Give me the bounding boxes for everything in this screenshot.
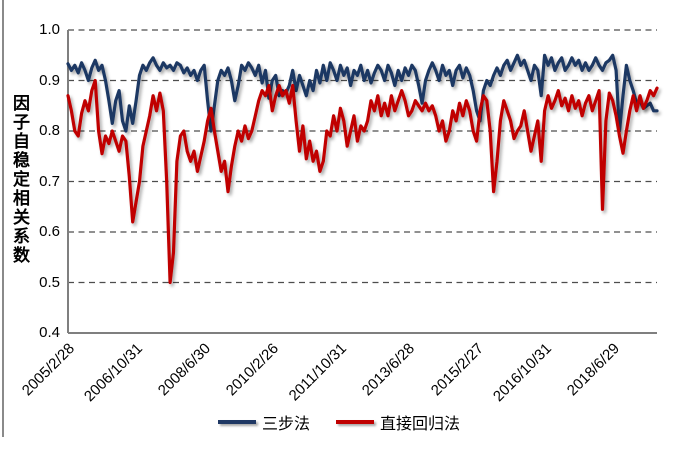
y-tick-label: 0.9 <box>39 72 60 89</box>
y-tick-label: 0.4 <box>39 324 60 341</box>
y-tick-label: 0.8 <box>39 122 60 139</box>
series-line-0 <box>66 53 659 133</box>
y-axis-title: 因子自稳定相关系数 <box>10 94 29 265</box>
y-tick-label: 0.7 <box>39 173 60 190</box>
legend-line-swatch <box>336 420 374 424</box>
legend-label: 直接回归法 <box>380 416 461 433</box>
y-tick-label: 0.5 <box>39 274 60 291</box>
page-left-border <box>2 0 4 437</box>
legend-line-swatch <box>217 420 256 424</box>
series-line-1 <box>66 78 659 285</box>
legend: 三步法 直接回归法 <box>0 410 678 434</box>
legend-label: 三步法 <box>261 416 310 433</box>
y-tick-label: 0.6 <box>39 223 60 240</box>
legend-item: 直接回归法 <box>336 410 460 434</box>
legend-item: 三步法 <box>217 410 310 434</box>
y-tick-label: 1.0 <box>39 21 60 38</box>
